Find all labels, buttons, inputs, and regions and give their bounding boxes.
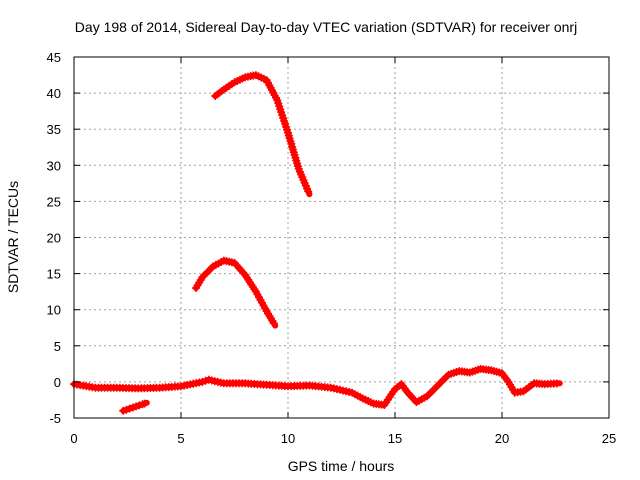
y-tick-label: 40 — [47, 86, 61, 101]
x-tick-label: 10 — [281, 431, 295, 446]
data-point — [269, 319, 278, 328]
y-tick-label: 20 — [47, 231, 61, 246]
x-tick-label: 0 — [70, 431, 77, 446]
grid — [74, 57, 609, 418]
x-axis-label: GPS time / hours — [288, 458, 395, 474]
y-tick-label: -5 — [49, 411, 61, 426]
x-tick-label: 5 — [177, 431, 184, 446]
data-point — [552, 379, 561, 388]
y-tick-label: 0 — [54, 375, 61, 390]
data-point — [304, 187, 313, 196]
data-point — [140, 399, 149, 408]
y-tick-label: 15 — [47, 267, 61, 282]
y-tick-label: 45 — [47, 50, 61, 65]
series-group — [70, 71, 563, 415]
y-tick-label: 30 — [47, 158, 61, 173]
y-axis-label: SDTVAR / TECUs — [5, 181, 21, 293]
x-tick-label: 20 — [495, 431, 509, 446]
axis-ticks: 0 5 10 15 20 25 -5 0 5 10 15 20 25 30 35 40 45 — [47, 50, 617, 446]
x-tick-label: 25 — [602, 431, 616, 446]
series-markers-arc-mid — [192, 256, 278, 328]
x-tick-label: 15 — [388, 431, 402, 446]
y-tick-label: 25 — [47, 194, 61, 209]
series-markers-baseline — [70, 364, 561, 409]
y-tick-label: 35 — [47, 122, 61, 137]
series-markers-arc-short — [119, 399, 149, 415]
y-tick-label: 10 — [47, 303, 61, 318]
series-markers-arc-high — [211, 71, 313, 196]
y-tick-label: 5 — [54, 339, 61, 354]
chart-title: Day 198 of 2014, Sidereal Day-to-day VTE… — [75, 19, 577, 35]
